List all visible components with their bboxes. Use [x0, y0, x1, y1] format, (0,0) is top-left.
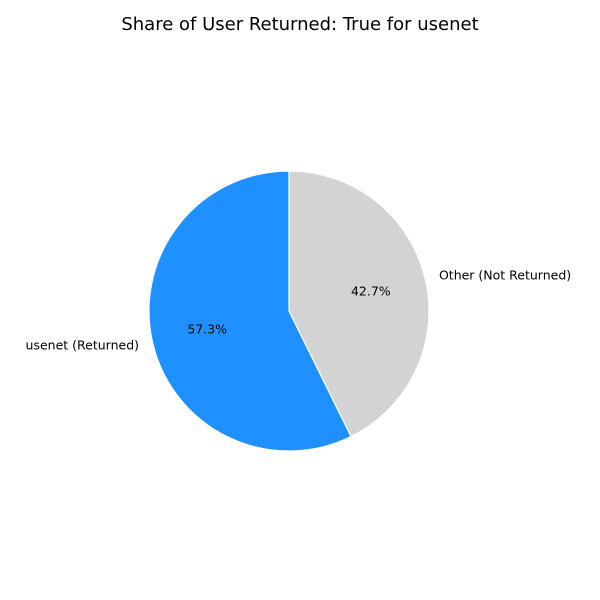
pie-slice-other-not-returned: [288, 170, 430, 438]
pie-slices: [148, 170, 430, 452]
slice-label-usenet-returned: usenet (Returned): [26, 338, 139, 353]
pie-labels: Other (Not Returned) 42.7% usenet (Returne…: [26, 267, 572, 352]
pie-slice-usenet-returned: [148, 170, 352, 452]
slice-label-other-not-returned: Other (Not Returned): [439, 267, 571, 282]
chart-title: Share of User Returned: True for usenet: [121, 14, 478, 35]
pct-label-other-not-returned: 42.7%: [351, 283, 391, 298]
pct-label-usenet-returned: 57.3%: [187, 322, 227, 337]
